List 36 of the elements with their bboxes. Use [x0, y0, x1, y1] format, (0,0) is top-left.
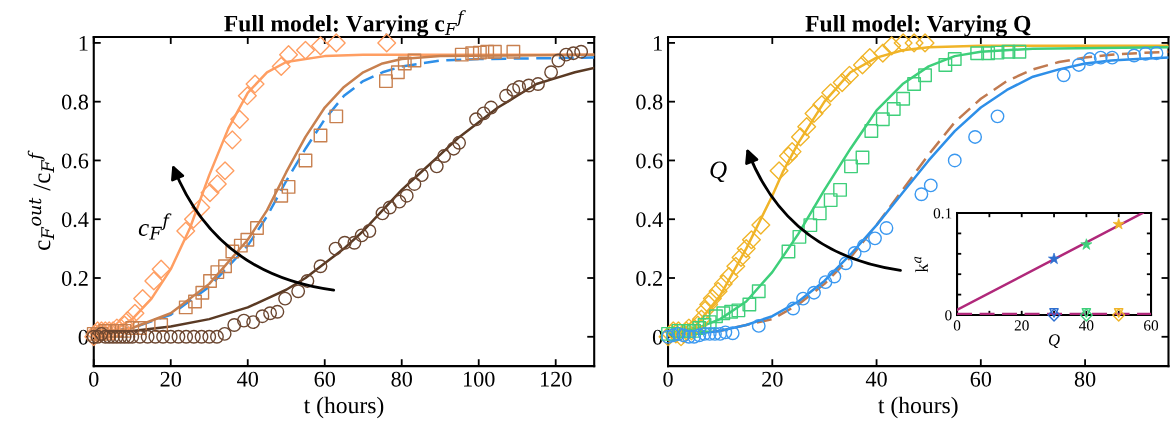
- x-tick-label: 20: [762, 371, 783, 387]
- y-tick-label: 0.2: [61, 270, 88, 287]
- y-tick-label: 1: [654, 35, 662, 51]
- x-tick-label: 20: [1014, 320, 1029, 331]
- x-tick-label: 120: [541, 371, 572, 387]
- y-tick-label: 0.2: [636, 270, 662, 287]
- y-tick-label: 0.1: [933, 208, 952, 219]
- y-axis-title: c$_{F}$$^{out}$ /c$_{F}$$^{f}$: [27, 150, 55, 250]
- y-tick-label: 0.6: [61, 153, 89, 169]
- x-tick-label: 0: [953, 320, 961, 331]
- x-axis-title: Q: [1048, 334, 1060, 348]
- y-tick-label: 0.6: [636, 153, 663, 169]
- x-tick-label: 0: [89, 371, 99, 387]
- x-tick-label: 0: [663, 371, 673, 387]
- x-tick-label: 60: [314, 371, 335, 387]
- chart-title: Full model: Varying c$_{F}$$^{f}$: [224, 10, 466, 37]
- x-tick-label: 60: [1144, 320, 1159, 331]
- x-axis-title: t (hours): [303, 396, 384, 419]
- x-tick-label: 40: [865, 371, 887, 387]
- y-tick-label: 1: [79, 35, 88, 51]
- x-axis-title: t (hours): [878, 396, 958, 419]
- x-tick-label: 80: [391, 371, 412, 387]
- y-tick-label: 0.4: [636, 212, 663, 228]
- annotation: Q: [710, 161, 727, 183]
- x-tick-label: 80: [1074, 371, 1096, 387]
- chart-title: Full model: Varying Q: [805, 15, 1031, 37]
- x-tick-label: 60: [970, 371, 992, 387]
- x-tick-label: 100: [464, 371, 495, 387]
- y-tick-label: 0.8: [636, 94, 663, 110]
- x-tick-label: 20: [160, 371, 182, 387]
- x-tick-label: 40: [237, 371, 259, 387]
- y-tick-label: 0.4: [61, 212, 89, 228]
- annotation: c$_{F}$$^{f}$: [138, 213, 172, 240]
- y-axis-title: k$^{a}$: [914, 256, 928, 273]
- y-tick-label: 0.8: [61, 94, 89, 110]
- x-tick-label: 40: [1079, 320, 1094, 331]
